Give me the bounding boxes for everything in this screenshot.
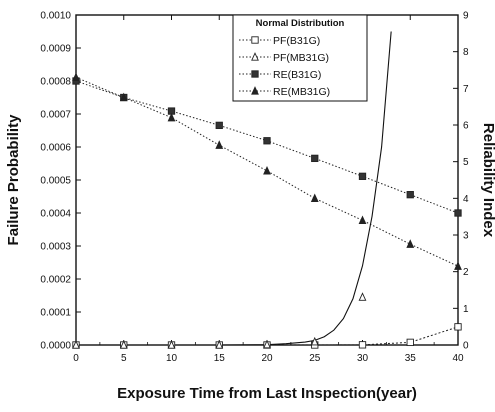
legend-label: RE(B31G) — [273, 69, 321, 81]
legend-marker — [251, 70, 259, 78]
x-tick-label: 10 — [166, 353, 178, 364]
data-point-pf-mb31g — [358, 292, 367, 301]
legend: Normal Distribution PF(B31G) PF(MB31G) RE(… — [232, 14, 368, 102]
data-point-re-b31g — [215, 121, 223, 130]
data-point-re-b31g — [311, 154, 319, 163]
y-left-tick-label: 0.0000 — [40, 341, 71, 352]
x-tick-label: 35 — [405, 353, 417, 364]
y-left-tick-label: 0.0002 — [40, 275, 71, 286]
legend-entries: PF(B31G) PF(MB31G) RE(B31G) RE(MB31G) — [239, 35, 330, 98]
markers-layer — [72, 72, 462, 349]
data-point-pf-mb31g — [167, 340, 176, 349]
data-point-pf-b31g — [454, 323, 462, 331]
y-right-tick-label: 7 — [463, 84, 469, 95]
legend-marker — [251, 36, 259, 44]
y-right-tick-label: 4 — [463, 194, 469, 205]
y-left-tick-label: 0.0007 — [40, 110, 71, 121]
data-point-re-mb31g — [358, 215, 367, 224]
x-tick-label: 0 — [73, 353, 79, 364]
data-point-re-mb31g — [406, 239, 415, 248]
data-point-re-mb31g — [167, 112, 176, 122]
x-tick-label: 25 — [309, 353, 321, 364]
y-right-tick-label: 2 — [463, 267, 469, 278]
ticks-layer: 0 5 10 15 20 25 30 35 400.00000.00010.00020.0003… — [40, 11, 469, 365]
x-tick-label: 5 — [121, 353, 127, 364]
y-left-tick-label: 0.0010 — [40, 11, 71, 22]
data-point-re-b31g — [263, 137, 271, 145]
data-point-re-mb31g — [72, 72, 80, 81]
x-tick-label: 20 — [261, 353, 273, 364]
legend-marker — [251, 86, 259, 95]
data-point-re-mb31g — [263, 165, 271, 175]
data-point-pf-b31g — [358, 341, 367, 349]
x-tick-label: 30 — [357, 353, 369, 364]
data-point-pf-mb31g — [263, 339, 271, 349]
y-right-tick-label: 8 — [463, 47, 469, 58]
fitted-curve-pf-mb31g — [76, 31, 392, 345]
y-left-tick-label: 0.0001 — [40, 308, 71, 319]
y-axis-right-title: Reliability Index — [480, 123, 495, 238]
y-right-tick-label: 3 — [463, 231, 469, 242]
legend-marker — [251, 52, 259, 61]
data-point-re-mb31g — [310, 193, 319, 202]
legend-label: PF(B31G) — [273, 35, 320, 47]
y-left-tick-label: 0.0008 — [40, 77, 71, 88]
y-right-tick-label: 6 — [463, 121, 469, 132]
y-right-tick-label: 0 — [463, 341, 469, 352]
y-right-tick-label: 1 — [463, 304, 469, 315]
data-point-re-b31g — [454, 209, 462, 217]
y-right-tick-label: 9 — [463, 11, 469, 22]
y-left-tick-label: 0.0006 — [40, 143, 71, 154]
y-left-tick-label: 0.0003 — [40, 242, 71, 253]
y-axis-left-title: Failure Probability — [5, 114, 22, 246]
y-left-tick-label: 0.0004 — [40, 209, 71, 220]
legend-label: PF(MB31G) — [273, 52, 329, 64]
y-left-tick-label: 0.0009 — [40, 44, 71, 55]
data-point-pf-mb31g — [119, 340, 128, 349]
data-point-pf-mb31g — [310, 336, 319, 346]
x-tick-label: 40 — [452, 353, 464, 364]
data-point-re-b31g — [358, 172, 367, 180]
legend-label: RE(MB31G) — [273, 86, 330, 98]
data-point-pf-b31g — [406, 338, 414, 347]
y-right-tick-label: 5 — [463, 157, 469, 168]
data-point-pf-mb31g — [215, 340, 224, 349]
data-point-pf-mb31g — [72, 340, 80, 349]
data-point-re-mb31g — [215, 140, 224, 149]
x-tick-label: 15 — [214, 353, 226, 364]
data-point-re-mb31g — [454, 261, 462, 270]
legend-title: Normal Distribution — [256, 18, 345, 29]
x-axis-title: Exposure Time from Last Inspection(year) — [117, 385, 417, 402]
y-left-tick-label: 0.0005 — [40, 176, 71, 187]
data-point-re-b31g — [406, 191, 414, 199]
data-point-re-mb31g — [119, 92, 128, 102]
